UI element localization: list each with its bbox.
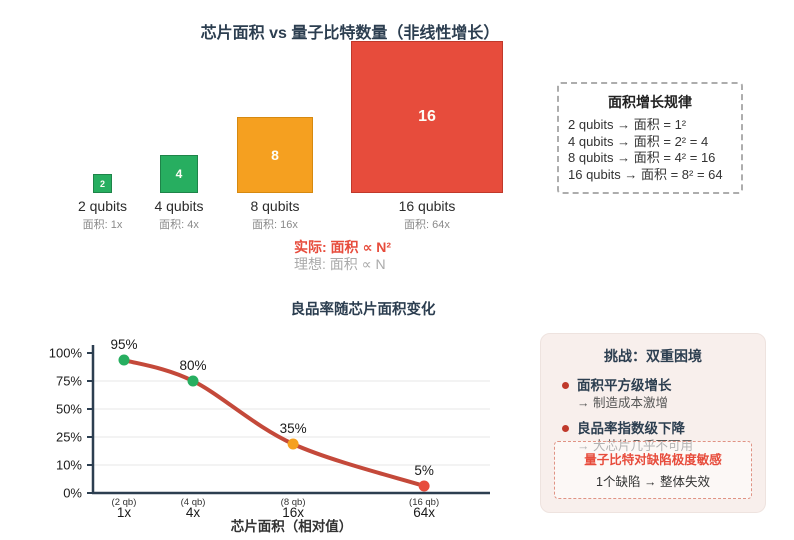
actual-scaling-note: 实际: 面积 ∝ N²	[294, 239, 392, 255]
chip-square-value: 16	[418, 108, 436, 125]
data-point	[187, 375, 199, 387]
x-axis-label: 芯片面积（相对值）	[231, 518, 353, 534]
chip-square-value: 4	[175, 167, 183, 181]
x-tick-sublabel: (16 qb)	[409, 497, 439, 508]
chip-square-caption: 4 qubits 面积: 4x	[109, 192, 249, 232]
yield-chart-title: 良品率随芯片面积变化	[290, 302, 436, 318]
y-tick-label: 25%	[56, 430, 82, 445]
area-rule-line: 2 qubits → 面积 = 1²	[568, 117, 687, 132]
area-rule-line: 8 qubits → 面积 = 4² = 16	[568, 150, 716, 165]
y-tick-label: 75%	[56, 374, 82, 389]
chip-square: 2 2 qubits 面积: 1x	[78, 174, 127, 231]
defect-warning-title: 量子比特对缺陷极度敏感	[584, 453, 722, 467]
yield-line-chart: 100% 75% 50% 25% 10% 0% 95% 80% 35% 5% (2 qb) 1x (4 …	[30, 335, 520, 540]
chip-square-area-label: 面积: 4x	[159, 219, 199, 231]
yield-chart-svg: 100% 75% 50% 25% 10% 0% 95% 80% 35% 5% (2 qb)1x (4 …	[49, 337, 490, 534]
x-tick-label: 1x	[117, 505, 132, 520]
chip-square-label: 16 qubits	[398, 198, 456, 214]
chip-squares-row: 2 2 qubits 面积: 1x 4 4 qubits 面积: 4x 8 8 qubits 面…	[78, 41, 503, 231]
challenge-bullet: 面积平方级增长 → 制造成本激增	[562, 377, 752, 411]
x-tick-label: 16x	[282, 505, 304, 520]
area-rule-title: 面积增长规律	[608, 94, 692, 110]
chip-square-area-label: 面积: 1x	[82, 219, 123, 231]
x-tick-sublabel: (8 qb)	[281, 497, 306, 508]
x-tick-label: 4x	[186, 505, 201, 520]
chip-square: 8 8 qubits 面积: 16x	[237, 117, 313, 231]
challenge-title: 挑战：双重困境	[604, 348, 702, 364]
chip-square-label: 8 qubits	[250, 198, 300, 214]
chip-square-label: 2 qubits	[77, 198, 128, 214]
x-tick-label: 64x	[413, 505, 435, 520]
chip-square: 4 4 qubits 面积: 4x	[154, 155, 204, 231]
area-rule-lines: 2 qubits → 面积 = 1² 4 qubits → 面积 = 2² = 4…	[568, 117, 732, 183]
data-point-label: 5%	[414, 463, 434, 478]
x-tick-sublabel: (4 qb)	[181, 497, 206, 508]
y-tick-label: 10%	[56, 458, 82, 473]
chip-square-value: 2	[99, 178, 105, 189]
area-chart-title: 芯片面积 vs 量子比特数量（非线性增长）	[200, 25, 500, 42]
area-rule-line: 4 qubits → 面积 = 2² = 4	[568, 133, 709, 149]
data-point	[287, 438, 299, 450]
chip-square-label: 4 qubits	[154, 198, 204, 214]
area-rule-box: 面积增长规律 2 qubits → 面积 = 1² 4 qubits → 面积 =…	[557, 82, 743, 194]
data-point-label: 80%	[179, 358, 206, 373]
data-point	[418, 480, 430, 492]
data-point	[118, 354, 130, 366]
chip-square-caption: 2 qubits 面积: 1x	[33, 192, 173, 232]
y-tick-label: 100%	[49, 346, 83, 361]
challenge-bullet-text: 良品率指数级下降	[577, 421, 685, 436]
data-point-label: 35%	[280, 421, 307, 436]
y-tick-label: 50%	[56, 402, 82, 417]
ideal-scaling-note: 理想: 面积 ∝ N	[294, 256, 386, 272]
defect-warning-text: 1个缺陷 → 整体失效	[596, 475, 710, 489]
chip-square-area-label: 面积: 16x	[252, 219, 298, 231]
data-point-label: 95%	[110, 337, 137, 352]
chip-square: 16 16 qubits 面积: 64x	[351, 41, 503, 231]
yield-curve	[122, 358, 427, 488]
x-tick-sublabel: (2 qb)	[112, 497, 137, 508]
chip-square-value: 8	[271, 147, 279, 163]
defect-warning-box: 量子比特对缺陷极度敏感 1个缺陷 → 整体失效	[554, 441, 752, 499]
chip-square-caption: 16 qubits 面积: 64x	[357, 192, 497, 232]
y-tick-label: 0%	[63, 486, 82, 501]
chip-square-caption: 8 qubits 面积: 16x	[205, 192, 345, 232]
chip-square-area-label: 面积: 64x	[404, 219, 450, 231]
scaling-notes: 实际: 面积 ∝ N² 理想: 面积 ∝ N	[294, 239, 391, 273]
bullet-dot-icon	[562, 425, 569, 432]
area-rule-line: 16 qubits → 面积 = 8² = 64	[568, 166, 723, 182]
challenge-bullet-subtext: → 制造成本激增	[577, 396, 668, 410]
bullet-dot-icon	[562, 382, 569, 389]
challenge-bullet-text: 面积平方级增长	[577, 378, 672, 393]
